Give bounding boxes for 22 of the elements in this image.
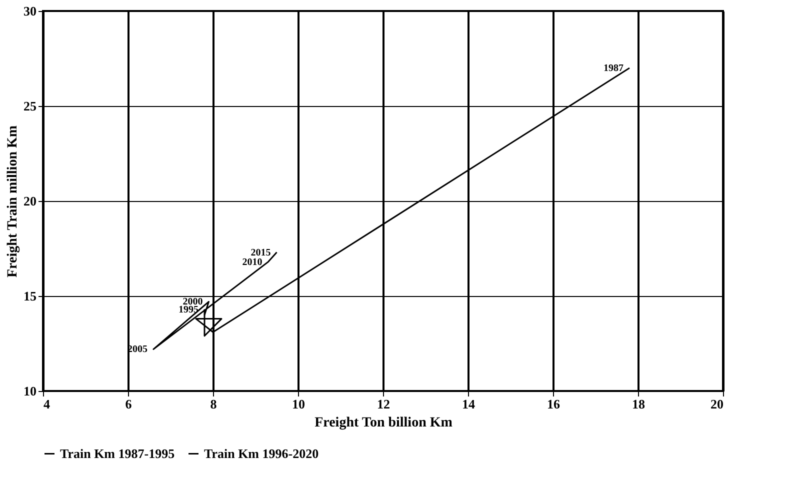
x-tick-label: 8 <box>210 396 218 412</box>
annotation: 1987 <box>604 63 624 74</box>
y-tick-label: 30 <box>24 4 36 18</box>
y-tick-label: 20 <box>24 194 36 208</box>
y-tick-label: 10 <box>24 384 36 398</box>
x-tick-label: 12 <box>377 396 390 412</box>
x-tick-label: 4 <box>44 396 50 412</box>
legend-label: Train Km 1987-1995 <box>60 446 176 461</box>
annotation: 2010 <box>242 256 262 268</box>
x-tick-label: 16 <box>547 396 560 412</box>
x-axis-title: Freight Ton billion Km <box>314 416 453 430</box>
y-tick-label: 25 <box>24 98 37 114</box>
x-tick-label: 10 <box>292 396 305 412</box>
annotation: 2015 <box>250 247 271 258</box>
y-axis-title: Freight Train million Km <box>6 125 20 278</box>
x-tick-label: 6 <box>125 396 132 412</box>
x-tick-label: 20 <box>710 396 724 412</box>
annotation: 1995 <box>178 304 198 316</box>
x-tick-label: 18 <box>632 396 646 412</box>
legend-label: Train Km 1996-2020 <box>204 446 319 461</box>
y-tick-label: 15 <box>24 288 37 304</box>
x-tick-label: 14 <box>462 396 476 412</box>
